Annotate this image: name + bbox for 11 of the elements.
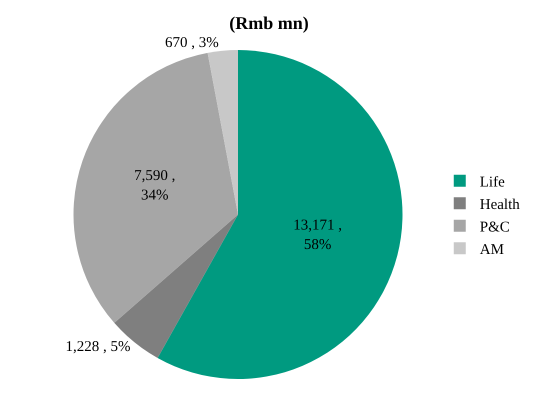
pie-slice	[74, 52, 238, 323]
legend-label: AM	[480, 242, 504, 258]
legend-label: Health	[480, 197, 520, 214]
data-label: 7,590 , 34%	[134, 168, 176, 204]
data-label: 13,171 , 58%	[293, 218, 342, 254]
data-label: 670 , 3%	[164, 34, 219, 51]
data-label: 1,228 , 5%	[65, 339, 130, 356]
legend-label: Life	[480, 174, 506, 191]
pie-slice	[208, 50, 238, 214]
chart-title: (Rmb mn)	[229, 12, 309, 33]
legend-label: P&C	[480, 220, 510, 236]
